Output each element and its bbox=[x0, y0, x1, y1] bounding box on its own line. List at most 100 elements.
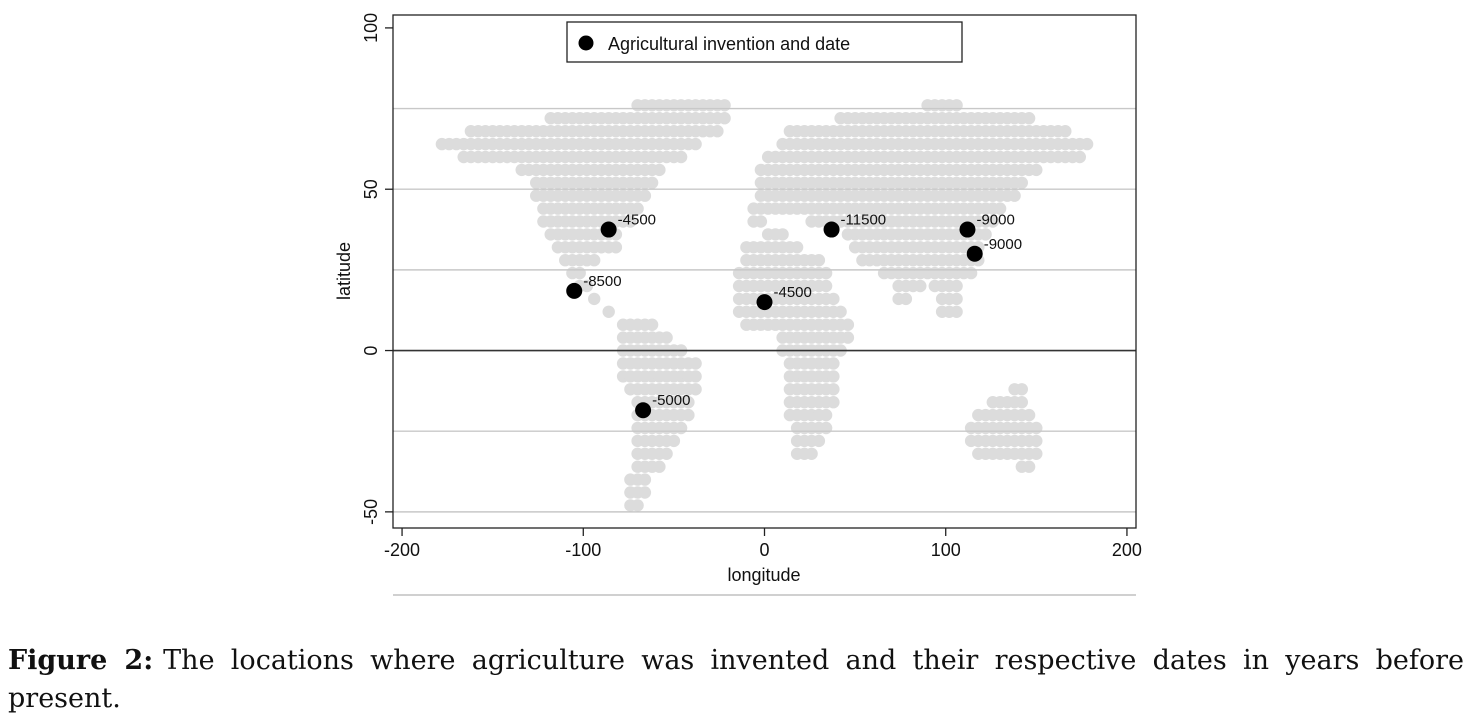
map-dot bbox=[638, 486, 652, 499]
map-dot bbox=[790, 241, 804, 254]
map-dot bbox=[899, 292, 913, 306]
map-dot bbox=[682, 396, 695, 409]
y-axis-title: latitude bbox=[334, 242, 354, 300]
y-tick-label: 0 bbox=[361, 346, 381, 356]
x-tick-label: 200 bbox=[1112, 540, 1142, 560]
data-point bbox=[823, 221, 840, 238]
map-dot bbox=[827, 370, 840, 383]
map-dot bbox=[660, 331, 673, 344]
data-point bbox=[600, 221, 617, 238]
map-dot bbox=[1030, 434, 1043, 448]
map-dot bbox=[986, 215, 999, 228]
map-dot bbox=[653, 163, 666, 177]
map-dot bbox=[638, 189, 652, 202]
gridlines bbox=[393, 107, 1136, 513]
map-dot bbox=[667, 434, 681, 448]
data-label: -4500 bbox=[774, 284, 812, 301]
map-dot bbox=[1022, 408, 1036, 422]
map-dot bbox=[689, 137, 702, 151]
map-dot bbox=[993, 202, 1007, 215]
map-dot bbox=[950, 99, 963, 112]
map-dot bbox=[653, 460, 666, 473]
map-dot bbox=[827, 396, 840, 409]
data-point bbox=[966, 245, 983, 262]
map-dot bbox=[1015, 176, 1028, 189]
legend: Agricultural invention and date bbox=[566, 21, 963, 63]
map-dot bbox=[689, 383, 702, 396]
invention-points: -4500 -8500 -5000 -4500 -11500 -9000 -9000 bbox=[566, 212, 1022, 419]
map-dot bbox=[827, 292, 840, 306]
data-point bbox=[959, 221, 976, 238]
data-label: -9000 bbox=[984, 236, 1022, 253]
map-dot bbox=[588, 292, 601, 306]
y-tick-label: 100 bbox=[361, 13, 381, 43]
map-dot bbox=[819, 421, 833, 435]
map-dot bbox=[1030, 421, 1043, 435]
map-dot bbox=[950, 292, 963, 306]
map-dot bbox=[812, 254, 826, 267]
scatter-chart: -200 -100 0 100 200 longitude -50 0 50 100 latitud… bbox=[334, 13, 1142, 596]
x-tick-label: -100 bbox=[565, 540, 601, 560]
data-point bbox=[566, 282, 583, 299]
data-label: -11500 bbox=[841, 212, 887, 229]
map-dot bbox=[718, 99, 731, 112]
map-dot bbox=[979, 228, 992, 241]
data-point bbox=[756, 294, 773, 311]
map-dot bbox=[638, 473, 652, 486]
map-dot bbox=[660, 447, 673, 460]
data-point bbox=[635, 402, 652, 419]
map-dot bbox=[1059, 125, 1072, 138]
x-tick-label: -200 bbox=[384, 540, 420, 560]
map-dot bbox=[1030, 447, 1043, 460]
map-dot bbox=[609, 241, 623, 254]
x-tick-label: 100 bbox=[931, 540, 961, 560]
data-label: -8500 bbox=[583, 273, 621, 290]
map-dot bbox=[674, 150, 688, 164]
map-dot bbox=[631, 499, 644, 512]
map-dot bbox=[841, 331, 855, 344]
map-dot bbox=[827, 383, 840, 396]
map-dot bbox=[682, 408, 695, 422]
map-dot bbox=[1030, 163, 1043, 177]
map-dot bbox=[914, 279, 927, 293]
legend-entry: Agricultural invention and date bbox=[608, 34, 850, 54]
map-dot bbox=[1080, 137, 1094, 151]
map-dot bbox=[819, 266, 833, 280]
world-map-background bbox=[435, 99, 1094, 512]
map-dot bbox=[631, 202, 644, 215]
y-tick-label: -50 bbox=[361, 499, 381, 525]
map-dot bbox=[819, 408, 833, 422]
map-dot bbox=[1015, 383, 1028, 396]
map-dot bbox=[718, 112, 731, 125]
map-dot bbox=[812, 434, 826, 448]
map-dot bbox=[580, 279, 594, 293]
map-dot bbox=[689, 357, 702, 370]
map-dot bbox=[841, 318, 855, 331]
caption-text: The locations where agriculture was inve… bbox=[8, 645, 1464, 714]
y-tick-label: 50 bbox=[361, 179, 381, 199]
map-dot bbox=[950, 305, 963, 318]
map-dot bbox=[588, 254, 601, 267]
data-label: -4500 bbox=[618, 212, 656, 229]
map-dot bbox=[776, 228, 789, 241]
legend-box bbox=[566, 21, 963, 63]
data-label: -9000 bbox=[976, 212, 1014, 229]
legend-marker bbox=[578, 35, 594, 51]
x-tick-label: 0 bbox=[759, 540, 769, 560]
map-dot bbox=[964, 266, 978, 280]
map-dot bbox=[805, 447, 818, 460]
map-dot bbox=[819, 279, 833, 293]
axes: -200 -100 0 100 200 longitude -50 0 50 100 latitud… bbox=[334, 13, 1142, 596]
map-dot bbox=[624, 215, 637, 228]
caption-label: Figure 2: bbox=[8, 645, 154, 676]
map-dot bbox=[645, 176, 659, 189]
figure-caption: Figure 2: The locations where agriculture… bbox=[8, 642, 1464, 718]
map-dot bbox=[645, 318, 659, 331]
map-dot bbox=[1015, 396, 1028, 409]
map-dot bbox=[711, 125, 724, 138]
map-dot bbox=[674, 421, 688, 435]
map-dot bbox=[1022, 460, 1036, 473]
map-dot bbox=[1008, 189, 1021, 202]
map-dot bbox=[950, 279, 963, 293]
map-dot bbox=[602, 305, 615, 318]
